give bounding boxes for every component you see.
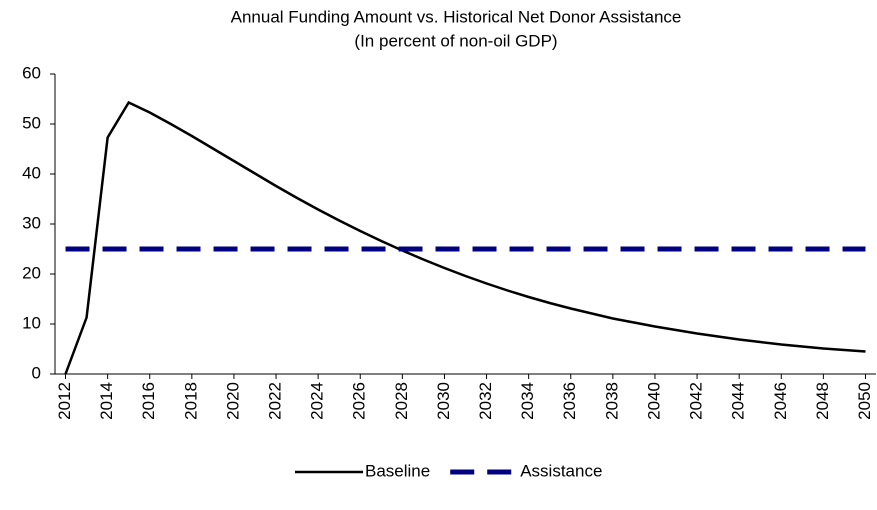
legend-label: Assistance <box>520 461 602 480</box>
x-tick-label: 2032 <box>476 382 495 420</box>
x-tick-label: 2038 <box>602 382 621 420</box>
line <box>64 100 866 375</box>
x-tick-label: 2036 <box>560 382 579 420</box>
x-tick-label: 2048 <box>813 382 832 420</box>
x-tick-label: 2046 <box>771 382 790 420</box>
x-tick-label: 2030 <box>434 382 453 420</box>
chart-subtitle: (In percent of non-oil GDP) <box>354 31 557 50</box>
y-tick-label: 60 <box>22 63 41 82</box>
x-tick-label: 2050 <box>855 382 874 420</box>
x-tick-label: 2040 <box>644 382 663 420</box>
legend-label: Baseline <box>365 461 430 480</box>
x-tick-label: 2026 <box>350 382 369 420</box>
x-tick-label: 2042 <box>687 382 706 420</box>
y-tick-label: 30 <box>22 213 41 232</box>
x-tick-label: 2022 <box>266 382 285 420</box>
x-tick-label: 2016 <box>139 382 158 420</box>
y-tick-label: 50 <box>22 113 41 132</box>
y-tick-label: 20 <box>22 263 41 282</box>
x-tick-label: 2020 <box>223 382 242 420</box>
x-tick-label: 2028 <box>392 382 411 420</box>
x-tick-label: 2012 <box>55 382 74 420</box>
y-tick-label: 40 <box>22 163 41 182</box>
x-tick-label: 2034 <box>518 382 537 420</box>
x-tick-label: 2044 <box>729 382 748 420</box>
x-tick-label: 2024 <box>308 382 327 420</box>
y-tick-label: 10 <box>22 313 41 332</box>
y-tick-label: 0 <box>32 363 41 382</box>
chart-title: Annual Funding Amount vs. Historical Net… <box>231 7 682 26</box>
x-tick-label: 2018 <box>181 382 200 420</box>
x-tick-label: 2014 <box>97 382 116 420</box>
